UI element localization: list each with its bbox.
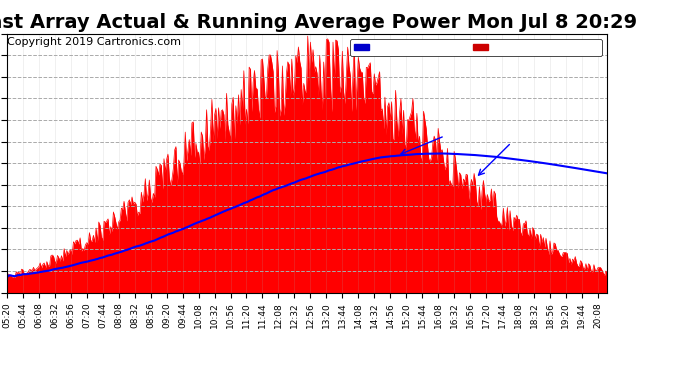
Title: East Array Actual & Running Average Power Mon Jul 8 20:29: East Array Actual & Running Average Powe… xyxy=(0,13,638,32)
Legend: Average (DC Watts), East Array (DC Watts): Average (DC Watts), East Array (DC Watts… xyxy=(350,39,602,56)
Text: Copyright 2019 Cartronics.com: Copyright 2019 Cartronics.com xyxy=(7,37,181,47)
